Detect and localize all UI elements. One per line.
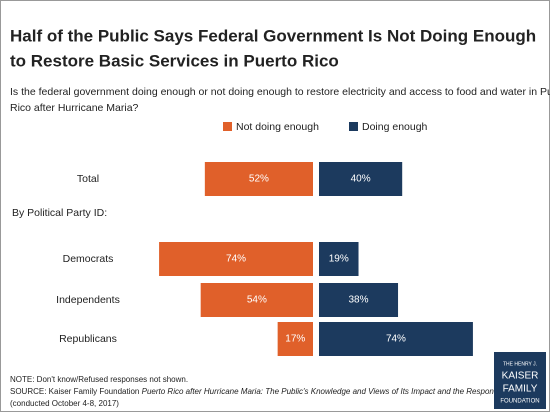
value-label: 74% bbox=[386, 334, 406, 345]
logo-text: KAISER bbox=[502, 371, 539, 382]
legend-swatch bbox=[349, 122, 358, 131]
legend-swatch bbox=[223, 122, 232, 131]
category-label: Total bbox=[77, 173, 99, 185]
source: SOURCE: Kaiser Family Foundation Puerto … bbox=[10, 387, 503, 396]
bar bbox=[277, 322, 313, 356]
chart-title: to Restore Basic Services in Puerto Rico bbox=[10, 51, 339, 70]
logo-text: FOUNDATION bbox=[500, 399, 539, 405]
value-label: 52% bbox=[249, 174, 269, 185]
value-label: 17% bbox=[285, 334, 305, 345]
value-label: 40% bbox=[351, 174, 371, 185]
subtitle: Is the federal government doing enough o… bbox=[10, 86, 550, 98]
value-label: 19% bbox=[329, 254, 349, 265]
category-label: Democrats bbox=[63, 253, 114, 265]
bar bbox=[159, 242, 313, 276]
source-title: Puerto Rico after Hurricane Maria: The P… bbox=[142, 387, 503, 396]
bar bbox=[319, 322, 473, 356]
value-label: 74% bbox=[226, 254, 246, 265]
source-text: SOURCE: Kaiser Family Foundation bbox=[10, 387, 139, 396]
logo bbox=[494, 352, 546, 409]
chart-title: Half of the Public Says Federal Governme… bbox=[10, 26, 536, 45]
bar bbox=[319, 283, 399, 317]
logo-text: FAMILY bbox=[503, 384, 538, 395]
note: NOTE: Don't know/Refused responses not s… bbox=[10, 375, 188, 384]
group-label: By Political Party ID: bbox=[12, 207, 107, 219]
bar bbox=[204, 162, 313, 196]
bar bbox=[319, 162, 403, 196]
legend-label: Doing enough bbox=[362, 121, 428, 133]
category-label: Republicans bbox=[59, 333, 117, 345]
bar bbox=[319, 242, 359, 276]
source-dates: (conducted October 4-8, 2017) bbox=[10, 399, 119, 408]
legend-label: Not doing enough bbox=[236, 121, 319, 133]
category-label: Independents bbox=[56, 294, 120, 306]
value-label: 38% bbox=[349, 295, 369, 306]
subtitle: Rico after Hurricane Maria? bbox=[10, 102, 139, 114]
value-label: 54% bbox=[247, 295, 267, 306]
logo-text: THE HENRY J. bbox=[503, 361, 537, 367]
bar bbox=[200, 283, 313, 317]
